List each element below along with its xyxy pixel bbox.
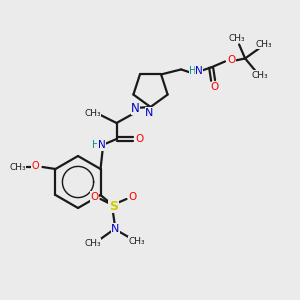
Text: O: O xyxy=(135,134,144,144)
Text: S: S xyxy=(109,200,118,212)
Text: O: O xyxy=(128,192,136,202)
Text: O: O xyxy=(90,192,99,202)
Text: CH₃: CH₃ xyxy=(128,236,145,245)
Text: H: H xyxy=(189,66,197,76)
Text: CH₃: CH₃ xyxy=(84,110,101,118)
Text: O: O xyxy=(32,161,39,171)
Text: N: N xyxy=(195,66,203,76)
Text: CH₃: CH₃ xyxy=(84,238,101,247)
Text: H: H xyxy=(92,140,99,150)
Text: CH₃: CH₃ xyxy=(256,40,272,49)
Text: O: O xyxy=(210,82,218,92)
Text: N: N xyxy=(131,101,140,115)
Text: O: O xyxy=(227,56,235,65)
Text: CH₃: CH₃ xyxy=(9,163,26,172)
Text: N: N xyxy=(145,108,154,118)
Text: CH₃: CH₃ xyxy=(252,71,268,80)
Text: N: N xyxy=(111,224,120,234)
Text: CH₃: CH₃ xyxy=(229,34,245,43)
Text: N: N xyxy=(98,140,105,150)
